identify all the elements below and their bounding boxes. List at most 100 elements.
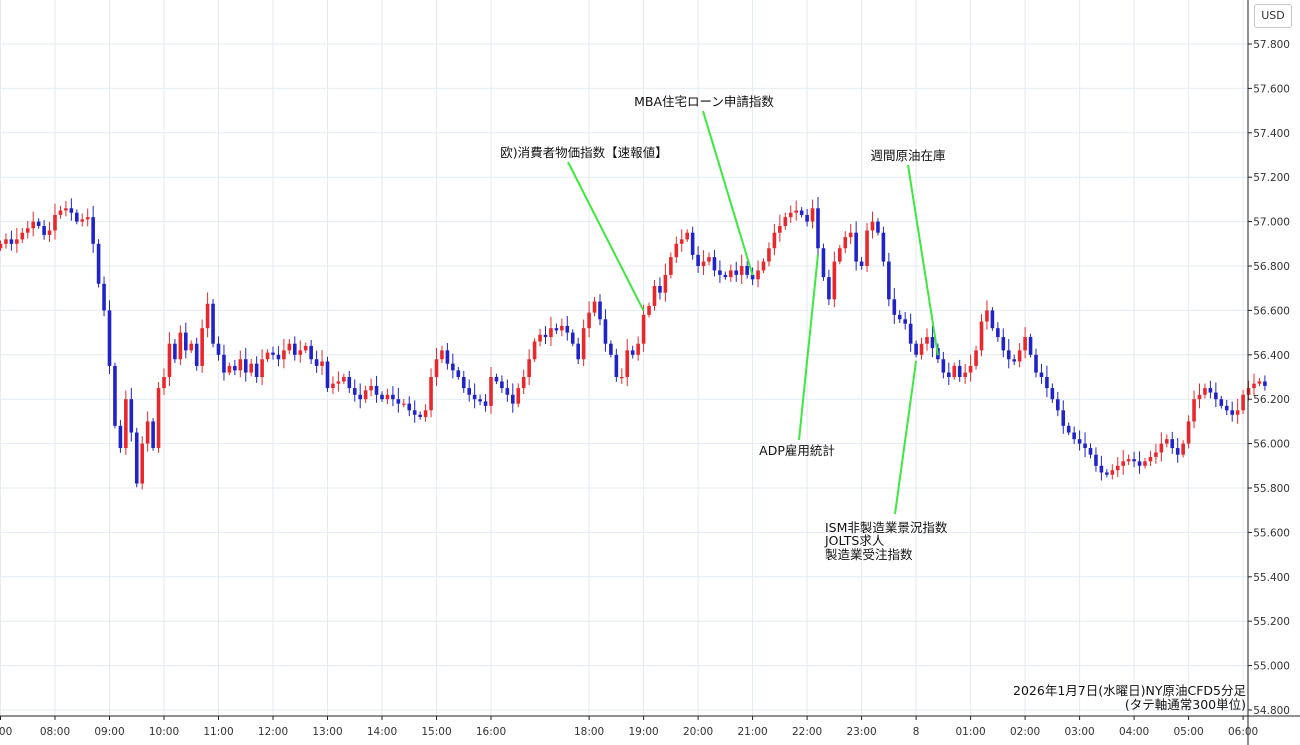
candle [701,250,706,276]
candle [352,379,357,402]
candle-body-up [1143,461,1147,466]
candle-body-down [243,359,248,373]
candle-body-up [200,328,204,366]
candle-body-down [1170,439,1175,449]
candle [358,383,362,409]
candle-body-down [1230,410,1234,415]
candle-body-down [96,243,101,284]
time-tick-label: 14:00 [367,726,397,738]
candle [107,300,112,374]
candle-body-down [1012,359,1016,362]
candle-body-down [36,221,41,227]
candle-body-up [31,221,35,229]
candle [565,315,570,341]
candle [783,212,788,230]
candle-body-down [609,343,613,355]
candle [391,386,395,407]
candle [75,209,79,225]
candle [336,371,341,392]
candle [1203,383,1207,399]
candle-body-down [456,370,461,377]
candle-body-up [968,365,973,373]
candle [1077,430,1082,451]
candle [85,208,90,227]
candle-body-down [309,345,313,360]
candle [979,314,984,357]
candle [652,279,657,311]
candle [1154,443,1158,464]
time-tick-label: 12:00 [258,726,288,738]
time-tick-label: 03:00 [1064,726,1094,738]
candle [560,318,564,337]
candle [674,236,679,263]
candle-body-down [1034,354,1038,373]
candle [707,252,711,266]
candle-body-down [483,401,488,406]
candle [396,387,401,413]
candle [750,267,755,286]
candle-body-down [494,377,499,382]
candle [402,398,406,408]
candle [778,214,782,242]
candle [342,373,346,385]
candle-body-down [511,394,515,404]
candle-body-up [963,372,967,377]
candle [113,362,117,429]
candle-body-up [336,381,341,384]
candle-body-down [1050,388,1055,400]
candle-body-up [47,230,52,235]
candle-body-up [581,328,586,360]
candle-body-down [887,261,891,300]
candle [434,347,439,387]
candle-body-up [4,239,8,244]
candle [472,383,477,409]
candle [592,296,597,317]
candle [1056,391,1060,417]
candle [423,404,428,422]
candle [47,221,52,242]
candle-body-down [876,221,880,233]
candle [1165,434,1169,448]
candle-body-up [303,345,308,351]
candle [494,373,499,385]
candle-body-down [630,350,635,355]
candle-body-up [794,210,798,213]
candle [129,387,134,442]
candle-body-down [391,394,395,400]
candle [816,196,820,258]
candle [1246,380,1251,401]
price-tick-label: 57.000 [1253,217,1290,229]
candle [925,328,929,351]
annotation-label: JOLTS求人 [824,533,885,548]
candle-body-down [908,323,913,344]
time-tick-label: 7:00 [0,726,12,738]
annotation-label: ADP雇用統計 [759,443,835,458]
candle [243,347,248,382]
candle [881,226,886,267]
candle-body-down [505,388,510,395]
candle [205,292,210,338]
candle [1099,455,1104,481]
annotation-label: MBA住宅ローン申請指数 [634,94,774,109]
candle-body-up [772,232,777,249]
candle [625,339,630,387]
candle [516,383,521,408]
candle [576,337,580,365]
candle-body-down [565,325,570,333]
candle [788,205,793,224]
candle [189,340,194,354]
time-tick-label: 06:00 [1228,726,1258,738]
candle [609,340,613,358]
candle [620,368,624,384]
candle-body-down [1066,425,1071,433]
candle-body-down [930,337,935,349]
candle-body-down [380,394,384,400]
candle-body-down [990,310,995,329]
candle-body-up [549,328,553,338]
currency-button[interactable]: USD [1254,4,1292,28]
candle-body-down [1105,472,1109,475]
candle [124,390,128,455]
candle-body-up [663,274,668,293]
time-tick-label: 01:00 [955,726,985,738]
